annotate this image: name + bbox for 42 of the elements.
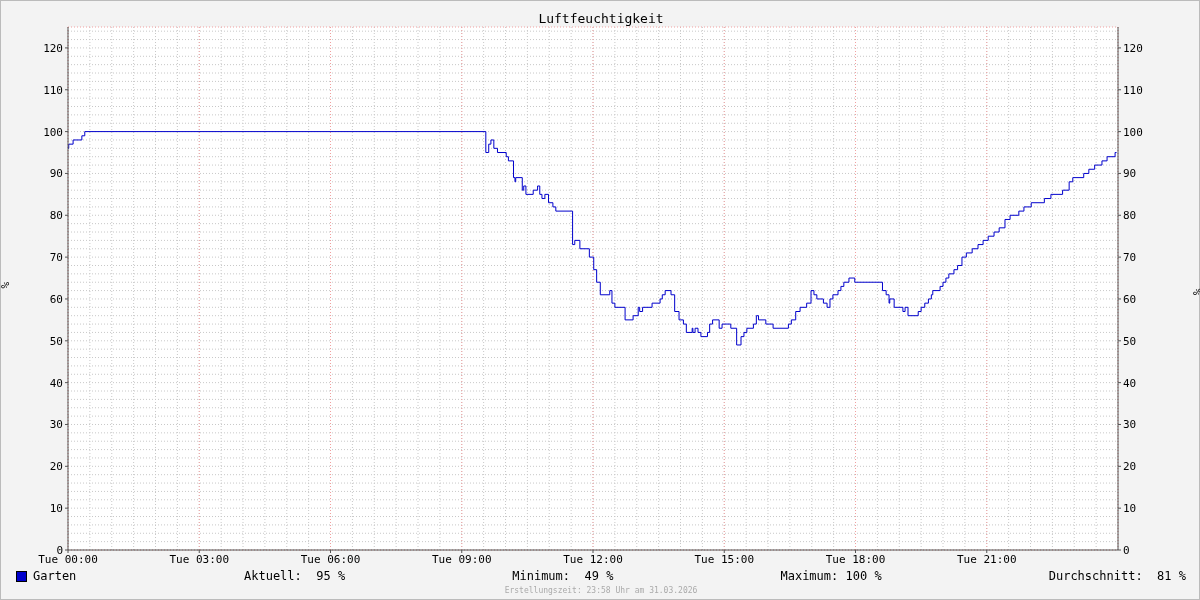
y2-tick-label: 30 bbox=[1123, 418, 1137, 432]
y-tick-label: 20 bbox=[49, 460, 63, 474]
text: Minimum: 49 % bbox=[512, 569, 614, 583]
y-tick-label: 50 bbox=[49, 334, 63, 348]
y2-axis-title: % bbox=[1190, 288, 1200, 296]
x-tick-label: Tue 18:00 bbox=[825, 552, 886, 566]
y2-tick-label: 0 bbox=[1123, 543, 1130, 557]
text: Aktuell: 95 % bbox=[244, 569, 346, 583]
y2-tick-label: 90 bbox=[1123, 167, 1137, 181]
y-tick-label: 110 bbox=[43, 83, 63, 97]
y-tick-label: 90 bbox=[49, 167, 63, 181]
y-axis-title: % bbox=[0, 281, 12, 289]
x-tick-label: Tue 21:00 bbox=[956, 552, 1017, 566]
y2-tick-label: 50 bbox=[1123, 334, 1137, 348]
y2-tick-label: 100 bbox=[1123, 125, 1143, 139]
y-tick-label: 100 bbox=[43, 125, 63, 139]
y2-tick-label: 70 bbox=[1123, 251, 1137, 265]
y2-tick-label: 60 bbox=[1123, 292, 1137, 306]
x-tick-label: Tue 15:00 bbox=[694, 552, 755, 566]
y-tick-label: 80 bbox=[49, 209, 63, 223]
text: Maximum: 100 % bbox=[780, 569, 882, 583]
y-tick-label: 10 bbox=[49, 502, 63, 516]
y-tick-label: 60 bbox=[49, 292, 63, 306]
text: Durchschnitt: 81 % bbox=[1048, 569, 1186, 583]
y2-tick-label: 80 bbox=[1123, 209, 1137, 223]
y2-tick-label: 120 bbox=[1123, 41, 1143, 55]
y-tick-label: 70 bbox=[49, 251, 63, 265]
x-tick-label: Tue 06:00 bbox=[300, 552, 361, 566]
y2-tick-label: 10 bbox=[1123, 502, 1137, 516]
y2-tick-label: 40 bbox=[1123, 376, 1137, 390]
y2-tick-label: 20 bbox=[1123, 460, 1137, 474]
x-tick-label: Tue 12:00 bbox=[563, 552, 623, 566]
y-tick-label: 40 bbox=[49, 376, 63, 390]
y-tick-label: 0 bbox=[56, 543, 63, 557]
x-tick-label: Tue 09:00 bbox=[431, 552, 492, 566]
y-tick-label: 30 bbox=[49, 418, 63, 432]
y-tick-label: 120 bbox=[43, 41, 63, 55]
legend-label: Garten bbox=[33, 569, 77, 583]
chart-title: Luftfeuchtigkeit bbox=[537, 11, 665, 26]
x-tick-label: Tue 03:00 bbox=[169, 552, 230, 566]
y2-tick-label: 110 bbox=[1123, 83, 1143, 97]
text: Erstellungszeit: 23:58 Uhr am 31.03.2026 bbox=[503, 586, 699, 595]
